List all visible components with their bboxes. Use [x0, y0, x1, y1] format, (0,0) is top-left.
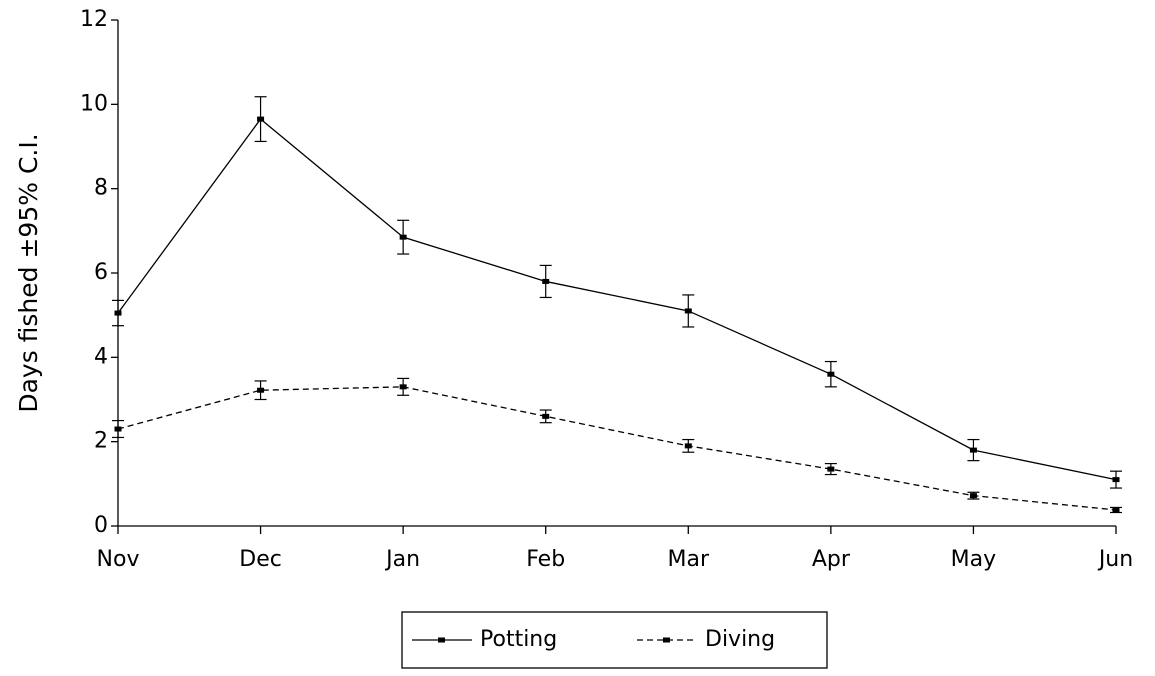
point [399, 384, 407, 390]
point [399, 234, 407, 240]
y-tick-label: 2 [94, 429, 108, 454]
series-line [117, 386, 1117, 511]
point [827, 371, 835, 377]
legend-label: Diving [705, 627, 775, 652]
point [542, 413, 550, 419]
point [684, 443, 692, 449]
point [969, 447, 977, 453]
point [827, 466, 835, 472]
y-axis-label: Days fished ±95% C.I. [14, 133, 43, 412]
legend-marker [438, 637, 445, 643]
point [114, 426, 122, 432]
legend-marker [663, 637, 670, 643]
x-tick-label: Feb [526, 547, 565, 572]
point [114, 310, 122, 316]
y-tick-label: 8 [94, 176, 108, 201]
point [1112, 477, 1120, 483]
y-tick-label: 12 [80, 7, 108, 32]
x-tick-label: Dec [239, 547, 282, 572]
point [257, 116, 265, 122]
x-tick-label: Jan [384, 547, 420, 572]
y-tick-label: 10 [80, 91, 108, 116]
x-tick-label: Jun [1097, 547, 1133, 572]
point [684, 308, 692, 314]
x-tick-label: May [951, 547, 996, 572]
legend-box [401, 611, 828, 669]
y-tick-label: 6 [94, 260, 108, 285]
y-tick-label: 4 [94, 344, 108, 369]
point [542, 278, 550, 284]
legend-label: Potting [480, 627, 557, 652]
point [1112, 507, 1120, 513]
x-tick-label: Nov [97, 547, 140, 572]
y-tick-label: 0 [94, 513, 108, 538]
point [969, 493, 977, 499]
x-tick-label: Apr [812, 547, 851, 572]
x-tick-label: Mar [668, 547, 710, 572]
point [257, 387, 265, 393]
series-line [117, 118, 1117, 481]
